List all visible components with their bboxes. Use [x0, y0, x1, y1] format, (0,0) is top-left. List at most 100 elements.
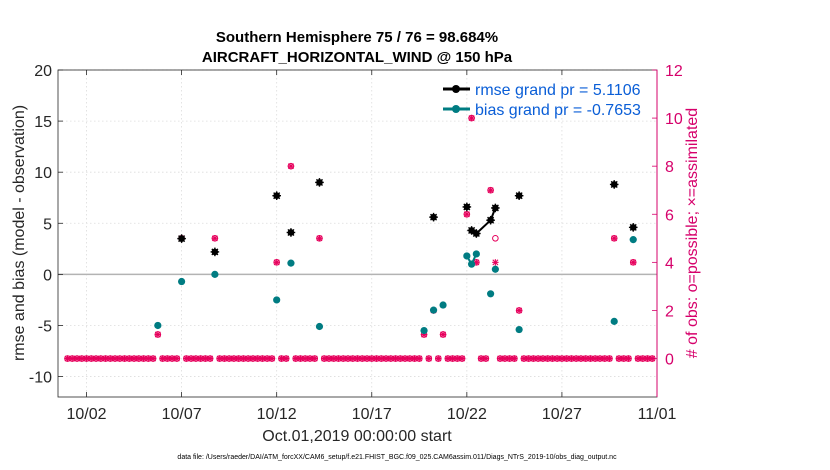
- y-left-tick-label: -5: [38, 318, 52, 335]
- obs-assimilated-marker: [183, 355, 190, 362]
- obs-assimilated-marker: [173, 355, 181, 362]
- legend-bias-label: bias grand pr = -0.7653: [475, 102, 641, 119]
- chart-title-line1: Southern Hemisphere 75 / 76 = 98.684%: [216, 29, 498, 46]
- bias-point: [467, 260, 476, 268]
- obs-assimilated-marker: [335, 355, 342, 362]
- bias-point: [273, 296, 281, 304]
- rmse-point-ray: [276, 192, 281, 197]
- obs-assimilated-marker: [263, 355, 271, 362]
- x-tick-label: 10/07: [162, 406, 202, 423]
- obs-assimilated-marker: [477, 355, 485, 362]
- rmse-point: [177, 234, 186, 243]
- y-right-tick-label: 6: [665, 207, 674, 224]
- y-right-tick-label: 8: [665, 159, 674, 176]
- y-right-tick-label: 4: [665, 255, 674, 272]
- obs-assimilated-marker: [416, 355, 423, 362]
- obs-assimilated-marker: [287, 162, 295, 170]
- rmse-point-ray: [214, 248, 219, 253]
- obs-possible-marker: [492, 235, 499, 242]
- bias-point: [178, 277, 186, 286]
- obs-assimilated-marker: [378, 355, 385, 362]
- rmse-point-ray: [466, 203, 471, 208]
- x-tick-label: 10/02: [67, 406, 107, 423]
- obs-assimilated-marker: [330, 355, 337, 362]
- y-left-tick-label: 5: [43, 216, 52, 233]
- obs-assimilated-marker: [534, 355, 542, 362]
- obs-assimilated-marker: [206, 355, 214, 362]
- obs-assimilated-marker: [435, 355, 442, 362]
- obs-assimilated-marker: [359, 355, 366, 362]
- x-tick-label: 10/22: [447, 406, 487, 423]
- obs-assimilated-marker: [611, 235, 618, 242]
- rmse-point: [472, 229, 481, 238]
- obs-assimilated-marker: [273, 259, 280, 266]
- y-right-tick-label: 12: [665, 63, 683, 80]
- obs-assimilated-marker: [482, 355, 490, 362]
- obs-assimilated-marker: [530, 355, 537, 362]
- obs-assimilated-marker: [587, 355, 594, 362]
- rmse-point-ray: [290, 228, 295, 233]
- y-right-tick-label: 2: [665, 303, 674, 320]
- rmse-point: [628, 223, 638, 232]
- bias-point: [472, 250, 480, 258]
- rmse-point: [210, 247, 220, 257]
- legend-bias-marker: [452, 105, 460, 113]
- bias-point: [211, 270, 219, 278]
- obs-assimilated-marker: [344, 355, 352, 362]
- bias-point: [491, 265, 499, 273]
- axis-ticks: 10/02 10/07 10/12 10/17 10/22 10/27 11/0120151…: [29, 63, 683, 423]
- y-left-tick-label: 20: [34, 63, 52, 80]
- rmse-point-ray: [181, 235, 186, 240]
- y-left-tick-label: 10: [34, 165, 52, 182]
- obs-assimilated-marker: [78, 355, 85, 362]
- obs-assimilated-marker: [202, 355, 209, 362]
- x-axis-label: Oct.01,2019 00:00:00 start: [262, 428, 452, 445]
- obs-assimilated-marker: [197, 355, 204, 362]
- chart-title-line2: AIRCRAFT_HORIZONTAL_WIND @ 150 hPa: [202, 49, 513, 66]
- obs-assimilated-marker: [449, 355, 456, 362]
- obs-assimilated-marker: [572, 355, 580, 362]
- bias-point: [315, 322, 324, 331]
- y-right-tick-label: 0: [665, 352, 674, 369]
- rmse-point: [462, 202, 472, 212]
- obs-assimilated-marker: [625, 355, 632, 362]
- bias-point: [287, 259, 295, 267]
- rmse-point: [514, 191, 524, 200]
- rmse-point: [609, 180, 619, 189]
- bias-point: [154, 321, 162, 330]
- obs-assimilated-marker: [302, 355, 309, 362]
- bias-point: [429, 306, 438, 314]
- obs-assimilated-marker: [558, 355, 566, 362]
- obs-assimilated-marker: [487, 187, 494, 194]
- y-axis-left-label: rmse and bias (model - observation): [11, 105, 28, 361]
- rmse-point: [429, 212, 438, 222]
- rmse-point: [491, 203, 500, 213]
- rmse-point-ray: [433, 213, 438, 218]
- rmse-point-ray: [494, 204, 499, 209]
- legend: rmse grand pr = 5.1106 bias grand pr = -…: [443, 82, 641, 119]
- rmse-point-ray: [471, 226, 476, 231]
- bias-point: [629, 236, 637, 244]
- obs-assimilated-marker: [221, 355, 228, 362]
- y-axis-right-label: # of obs: o=possible; ×=assimilated: [684, 108, 701, 358]
- obs-assimilated-marker: [254, 355, 261, 362]
- obs-assimilated-marker: [544, 355, 551, 362]
- bias-point: [515, 325, 523, 334]
- obs-assimilated-marker: [568, 355, 575, 362]
- bias-point: [610, 317, 618, 325]
- rmse-point-ray: [318, 178, 324, 183]
- obs-assimilated-marker: [382, 355, 390, 362]
- plot-area: [58, 70, 657, 397]
- obs-assimilated-marker: [515, 307, 523, 314]
- rmse-point-ray: [613, 180, 618, 185]
- obs-assimilated-marker: [149, 355, 157, 362]
- y-left-tick-label: 15: [34, 114, 52, 131]
- rmse-point-ray: [475, 229, 480, 234]
- obs-assimilated-marker: [591, 355, 599, 362]
- x-tick-label: 10/27: [542, 406, 582, 423]
- obs-assimilated-marker: [439, 331, 447, 338]
- legend-rmse-label: rmse grand pr = 5.1106: [475, 82, 641, 99]
- obs-assimilated-marker: [311, 355, 318, 362]
- obs-assimilated-marker: [316, 235, 323, 242]
- obs-assimilated-marker: [525, 355, 532, 362]
